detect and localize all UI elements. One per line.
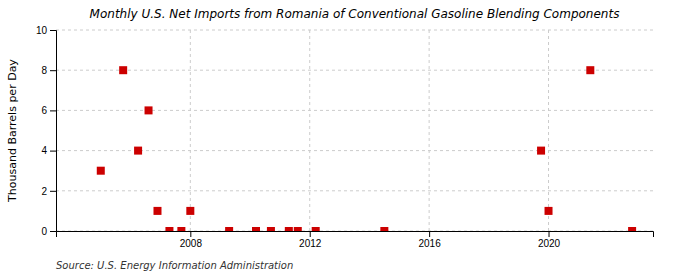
x-tick-mark — [549, 231, 550, 237]
point — [285, 227, 293, 231]
x-tick: 2012 — [299, 231, 322, 249]
x-tick: 2020 — [538, 231, 561, 249]
source-note: Source: U.S. Energy Information Administ… — [56, 260, 293, 271]
x-grid-line — [429, 30, 430, 231]
x-tick-mark — [429, 231, 430, 237]
y-tick-label: 0 — [41, 226, 47, 237]
y-axis-line — [50, 31, 57, 232]
point — [186, 207, 194, 215]
y-grid-line — [56, 70, 653, 71]
point — [119, 66, 127, 74]
y-tick-mark — [50, 231, 56, 232]
y-tick-mark — [50, 70, 56, 71]
y-grid-line — [56, 30, 653, 31]
y-grid-line — [56, 190, 653, 191]
plot-area: 2008 2012 2016 2020 0 2 4 6 8 10 — [36, 25, 654, 249]
point — [97, 167, 105, 175]
y-tick-mark — [50, 151, 56, 152]
x-tick: 2008 — [180, 231, 203, 249]
y-tick: 4 — [41, 145, 56, 156]
y-tick: 2 — [41, 186, 56, 197]
y-axis: 0 2 4 6 8 10 — [36, 25, 57, 237]
chart: 2008 2012 2016 2020 0 2 4 6 8 10 Monthly U.S. Net … — [0, 0, 675, 275]
x-axis-line — [57, 232, 654, 238]
point — [252, 227, 260, 231]
y-tick-mark — [50, 110, 56, 111]
grid — [56, 30, 653, 231]
y-axis-title: Thousand Barrels per Day — [6, 59, 19, 203]
point — [134, 147, 142, 155]
points — [97, 66, 636, 231]
y-grid-line — [56, 150, 653, 151]
point — [545, 207, 553, 215]
point — [153, 207, 161, 215]
title: Monthly U.S. Net Imports from Romania of… — [90, 7, 620, 21]
x-axis: 2008 2012 2016 2020 — [57, 231, 654, 249]
point — [267, 227, 275, 231]
x-tick-label: 2016 — [419, 238, 442, 249]
y-tick: 8 — [41, 65, 56, 76]
x-tick-label: 2008 — [180, 238, 203, 249]
point — [165, 227, 173, 231]
point — [312, 227, 320, 231]
y-tick: 6 — [41, 105, 56, 116]
y-tick-label: 8 — [41, 65, 47, 76]
point — [177, 227, 185, 231]
x-grid-line — [548, 30, 549, 231]
x-tick-mark — [190, 231, 191, 237]
y-tick-label: 4 — [41, 145, 47, 156]
x-tick-mark — [310, 231, 311, 237]
x-tick: 2016 — [419, 231, 442, 249]
x-tick-label: 2020 — [538, 238, 561, 249]
y-tick: 0 — [41, 226, 56, 237]
x-grid-line — [309, 30, 310, 231]
y-tick-label: 2 — [41, 186, 47, 197]
y-tick-mark — [50, 30, 56, 31]
y-tick-label: 10 — [36, 25, 48, 36]
point — [537, 147, 545, 155]
y-tick: 10 — [36, 25, 56, 36]
point — [225, 227, 233, 231]
point — [380, 227, 388, 231]
point — [628, 227, 636, 231]
point — [145, 106, 153, 114]
y-tick-label: 6 — [41, 105, 47, 116]
y-tick-mark — [50, 191, 56, 192]
point — [294, 227, 302, 231]
point — [586, 66, 594, 74]
x-tick-label: 2012 — [299, 238, 322, 249]
x-grid-line — [190, 30, 191, 231]
